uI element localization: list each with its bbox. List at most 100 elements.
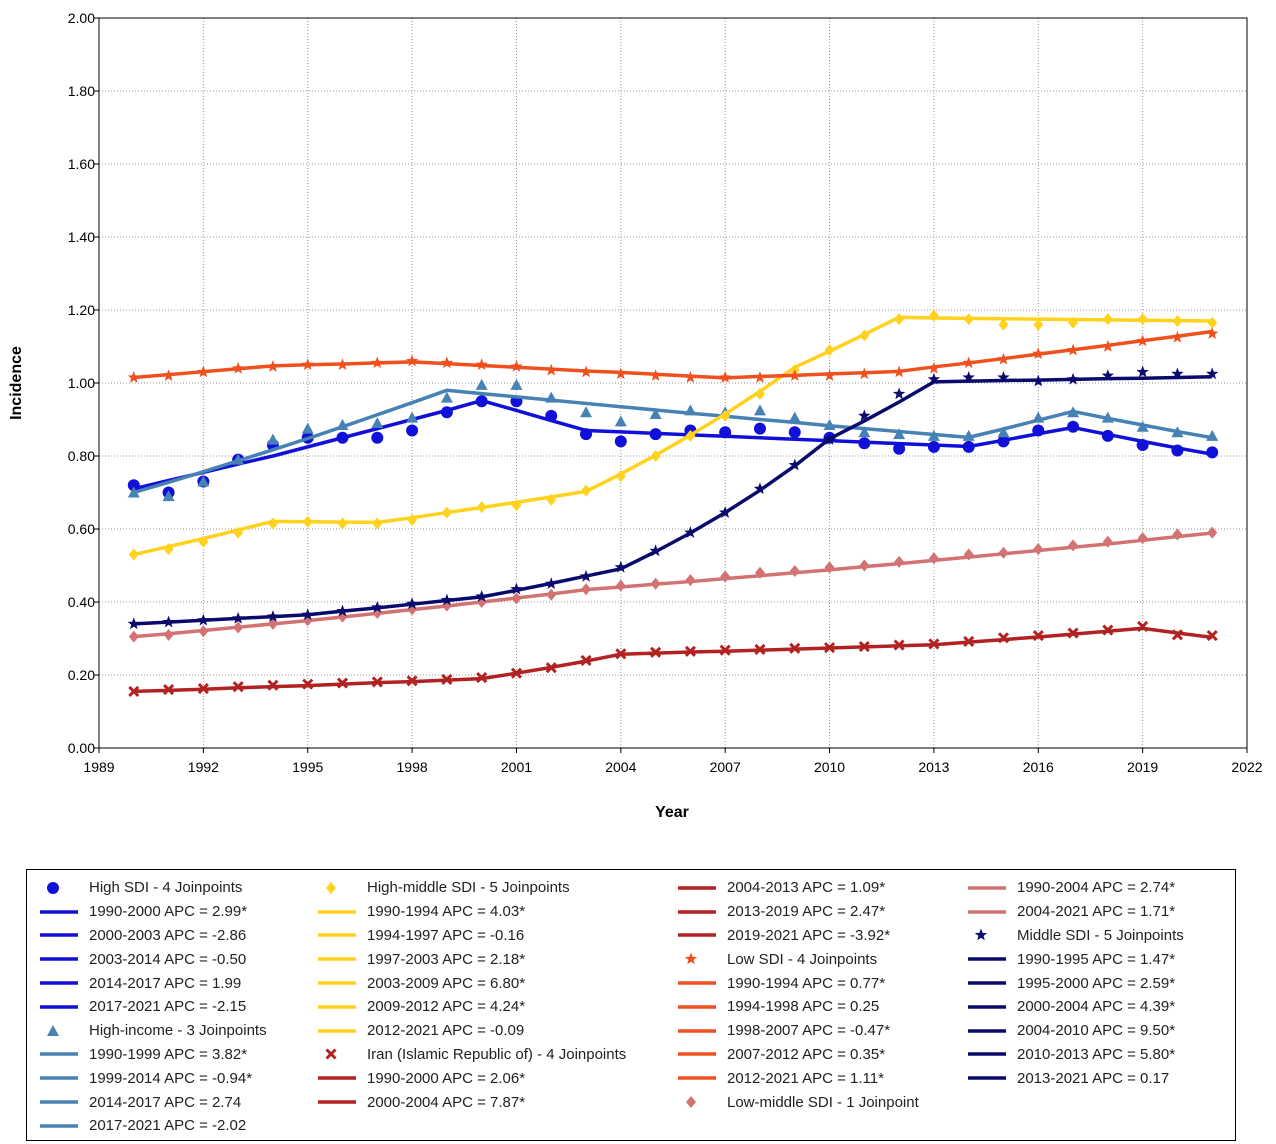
observed-point	[581, 583, 592, 596]
observed-point	[893, 428, 906, 440]
observed-point	[649, 408, 662, 420]
observed-point	[510, 360, 523, 372]
observed-point	[1137, 532, 1148, 545]
observed-point	[824, 561, 835, 574]
legend-entry: 2003-2009 APC = 6.80*	[317, 971, 626, 995]
observed-point	[720, 570, 731, 583]
observed-point	[614, 560, 627, 573]
observed-point	[649, 544, 662, 557]
observed-point	[614, 435, 627, 448]
observed-point-stroke	[128, 685, 140, 697]
observed-point	[580, 406, 593, 418]
observed-point	[232, 681, 244, 693]
legend-entry: 2017-2021 APC = -2.15	[39, 995, 267, 1019]
observed-point	[440, 593, 454, 606]
legend-line-swatch	[968, 1005, 1006, 1009]
observed-point	[163, 628, 174, 641]
observed-point	[1032, 411, 1045, 423]
legend-marker	[47, 881, 59, 894]
legend-entry: 2014-2017 APC = 1.99	[39, 971, 267, 995]
legend-entry: 1999-2014 APC = -0.94*	[39, 1066, 267, 1090]
observed-point	[371, 431, 384, 444]
observed-point	[892, 387, 906, 400]
legend-label: 2017-2021 APC = -2.02	[89, 1117, 247, 1135]
observed-point	[440, 356, 454, 369]
observed-point	[1171, 367, 1184, 380]
observed-point	[336, 677, 349, 689]
observed-point	[440, 406, 453, 419]
legend-line-swatch	[678, 1076, 716, 1081]
observed-point-stroke	[1206, 630, 1218, 642]
observed-point	[720, 409, 731, 422]
legend-entry: 2013-2021 APC = 0.17	[967, 1066, 1184, 1090]
legend-label: 2000-2003 APC = -2.86	[89, 926, 247, 944]
observed-point	[614, 367, 627, 380]
legend-entry: 1990-1999 APC = 3.82*	[39, 1043, 267, 1067]
observed-point	[1207, 526, 1218, 539]
observed-point	[823, 369, 836, 381]
observed-point	[545, 409, 558, 422]
legend-entry: High SDI - 4 Joinpoints	[39, 876, 267, 900]
observed-point	[858, 437, 871, 450]
observed-point	[753, 422, 766, 435]
legend-entry: 1994-1997 APC = -0.16	[317, 924, 626, 948]
legend-label: 1990-2000 APC = 2.99*	[89, 903, 248, 921]
legend-entry: 1990-2000 APC = 2.06*	[317, 1066, 626, 1090]
observed-point-stroke	[406, 675, 418, 687]
series-6	[127, 365, 1219, 630]
observed-point	[510, 582, 523, 595]
observed-point	[1033, 318, 1044, 331]
observed-point	[580, 428, 593, 441]
observed-point	[615, 648, 627, 660]
legend-line-swatch	[968, 1076, 1006, 1081]
legend-entry: 2010-2013 APC = 5.80*	[967, 1043, 1184, 1067]
legend-line-swatch	[318, 933, 356, 938]
observed-point	[580, 654, 592, 666]
legend-line-swatch	[318, 1100, 356, 1104]
observed-point	[128, 685, 140, 697]
observed-point-stroke	[789, 642, 801, 654]
observed-point	[997, 435, 1010, 448]
observed-point	[546, 493, 557, 506]
observed-point	[1172, 314, 1183, 327]
observed-point	[754, 387, 765, 400]
legend-line-swatch	[678, 909, 716, 914]
legend-label: 1990-1995 APC = 1.47*	[1017, 950, 1176, 968]
observed-point	[337, 517, 348, 530]
observed-point	[1206, 327, 1219, 339]
y-tick-label: 1.00	[68, 375, 95, 391]
observed-point	[997, 426, 1010, 438]
observed-point	[858, 367, 871, 380]
y-tick-label: 1.40	[68, 229, 95, 245]
legend-line-swatch	[678, 1052, 716, 1057]
observed-point	[266, 433, 279, 445]
observed-point	[405, 354, 419, 367]
observed-point	[1172, 528, 1183, 541]
observed-point-stroke	[997, 632, 1010, 644]
legend-marker-swatch	[325, 1048, 337, 1061]
legend-entry: 2012-2021 APC = 1.11*	[677, 1066, 919, 1090]
observed-point	[581, 484, 592, 497]
observed-point	[1102, 313, 1113, 326]
y-tick-label: 1.20	[68, 302, 95, 318]
observed-point	[649, 369, 662, 381]
legend-marker-swatch	[47, 1024, 59, 1036]
observed-point-stroke	[823, 642, 836, 654]
observed-point	[1136, 439, 1149, 452]
observed-point	[1206, 429, 1219, 441]
observed-point-stroke	[336, 677, 349, 689]
observed-point	[231, 611, 245, 624]
fitted-trend-line	[133, 388, 1213, 495]
observed-point	[649, 428, 662, 441]
legend-column: 2004-2013 APC = 1.09* 2013-2019 APC = 2.4…	[677, 876, 919, 1114]
observed-point	[894, 555, 905, 568]
observed-point	[1067, 420, 1080, 433]
legend-line-swatch	[318, 1028, 356, 1033]
observed-point	[1066, 372, 1080, 385]
observed-point	[1032, 630, 1044, 642]
legend-line-swatch	[40, 933, 78, 938]
observed-point	[753, 371, 767, 383]
observed-point	[546, 588, 557, 601]
observed-point	[301, 608, 314, 621]
series-layer	[127, 309, 1219, 697]
